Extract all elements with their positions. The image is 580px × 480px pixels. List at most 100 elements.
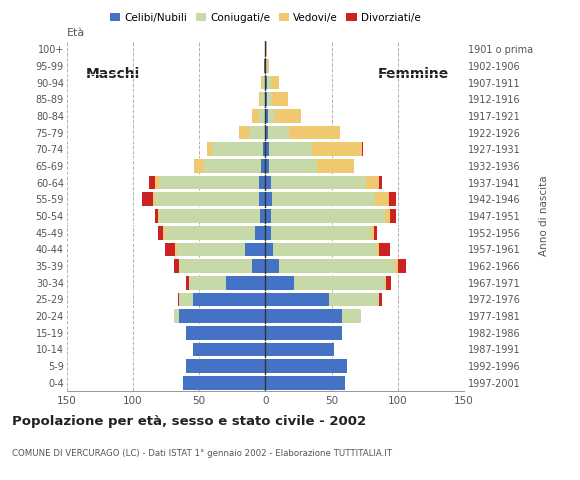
Bar: [266, 126, 268, 139]
Bar: [266, 192, 272, 206]
Bar: [375, 192, 389, 206]
Bar: [259, 192, 266, 206]
Bar: [178, 293, 179, 306]
Text: Maschi: Maschi: [86, 67, 140, 81]
Bar: [266, 59, 267, 72]
Bar: [179, 293, 193, 306]
Bar: [186, 326, 266, 340]
Bar: [273, 242, 376, 256]
Bar: [266, 343, 334, 356]
Bar: [193, 343, 266, 356]
Bar: [160, 176, 259, 190]
Bar: [158, 209, 160, 223]
Text: Età: Età: [67, 28, 85, 38]
Bar: [268, 126, 289, 139]
Bar: [155, 209, 158, 223]
Bar: [259, 176, 266, 190]
Bar: [252, 259, 266, 273]
Bar: [153, 192, 155, 206]
Bar: [175, 242, 177, 256]
Bar: [269, 143, 311, 156]
Bar: [266, 109, 268, 123]
Bar: [174, 309, 179, 323]
Bar: [155, 192, 259, 206]
Text: Femmine: Femmine: [378, 67, 450, 81]
Bar: [179, 309, 266, 323]
Bar: [271, 76, 278, 89]
Bar: [186, 360, 266, 373]
Bar: [179, 259, 252, 273]
Bar: [255, 226, 266, 240]
Bar: [295, 276, 385, 289]
Bar: [160, 209, 260, 223]
Bar: [164, 226, 165, 240]
Bar: [165, 242, 175, 256]
Bar: [362, 143, 363, 156]
Bar: [266, 259, 278, 273]
Bar: [266, 360, 347, 373]
Bar: [188, 276, 226, 289]
Bar: [165, 226, 255, 240]
Bar: [212, 143, 263, 156]
Bar: [371, 226, 374, 240]
Bar: [266, 143, 269, 156]
Bar: [267, 59, 269, 72]
Bar: [207, 143, 212, 156]
Bar: [379, 176, 382, 190]
Bar: [158, 226, 164, 240]
Bar: [267, 92, 272, 106]
Bar: [260, 209, 266, 223]
Bar: [262, 92, 266, 106]
Bar: [266, 176, 271, 190]
Bar: [177, 242, 245, 256]
Bar: [249, 126, 266, 139]
Bar: [259, 109, 266, 123]
Bar: [374, 226, 376, 240]
Bar: [366, 176, 379, 190]
Bar: [266, 42, 267, 56]
Bar: [266, 309, 342, 323]
Bar: [271, 209, 385, 223]
Bar: [239, 126, 249, 139]
Text: Popolazione per età, sesso e stato civile - 2002: Popolazione per età, sesso e stato civil…: [12, 415, 366, 428]
Bar: [142, 192, 153, 206]
Bar: [149, 176, 155, 190]
Bar: [395, 259, 398, 273]
Bar: [186, 276, 188, 289]
Bar: [389, 192, 397, 206]
Bar: [386, 276, 391, 289]
Bar: [183, 376, 266, 390]
Bar: [194, 159, 204, 173]
Legend: Celibi/Nubili, Coniugati/e, Vedovi/e, Divorziati/e: Celibi/Nubili, Coniugati/e, Vedovi/e, Di…: [110, 13, 420, 23]
Bar: [193, 293, 266, 306]
Bar: [342, 309, 361, 323]
Bar: [278, 259, 395, 273]
Bar: [272, 192, 375, 206]
Bar: [155, 176, 160, 190]
Bar: [266, 242, 273, 256]
Bar: [204, 159, 262, 173]
Bar: [317, 159, 354, 173]
Bar: [263, 143, 266, 156]
Bar: [266, 293, 329, 306]
Bar: [329, 293, 379, 306]
Bar: [266, 226, 271, 240]
Bar: [390, 209, 397, 223]
Bar: [269, 159, 317, 173]
Y-axis label: Anno di nascita: Anno di nascita: [539, 176, 549, 256]
Bar: [259, 92, 262, 106]
Bar: [385, 276, 386, 289]
Bar: [266, 92, 267, 106]
Bar: [271, 226, 371, 240]
Bar: [376, 242, 379, 256]
Bar: [266, 209, 271, 223]
Bar: [379, 293, 382, 306]
Bar: [264, 59, 266, 72]
Text: COMUNE DI VERCURAGO (LC) - Dati ISTAT 1° gennaio 2002 - Elaborazione TUTTITALIA.: COMUNE DI VERCURAGO (LC) - Dati ISTAT 1°…: [12, 449, 392, 458]
Bar: [226, 276, 266, 289]
Bar: [379, 242, 390, 256]
Bar: [266, 276, 295, 289]
Bar: [274, 109, 301, 123]
Bar: [245, 242, 266, 256]
Bar: [398, 259, 406, 273]
